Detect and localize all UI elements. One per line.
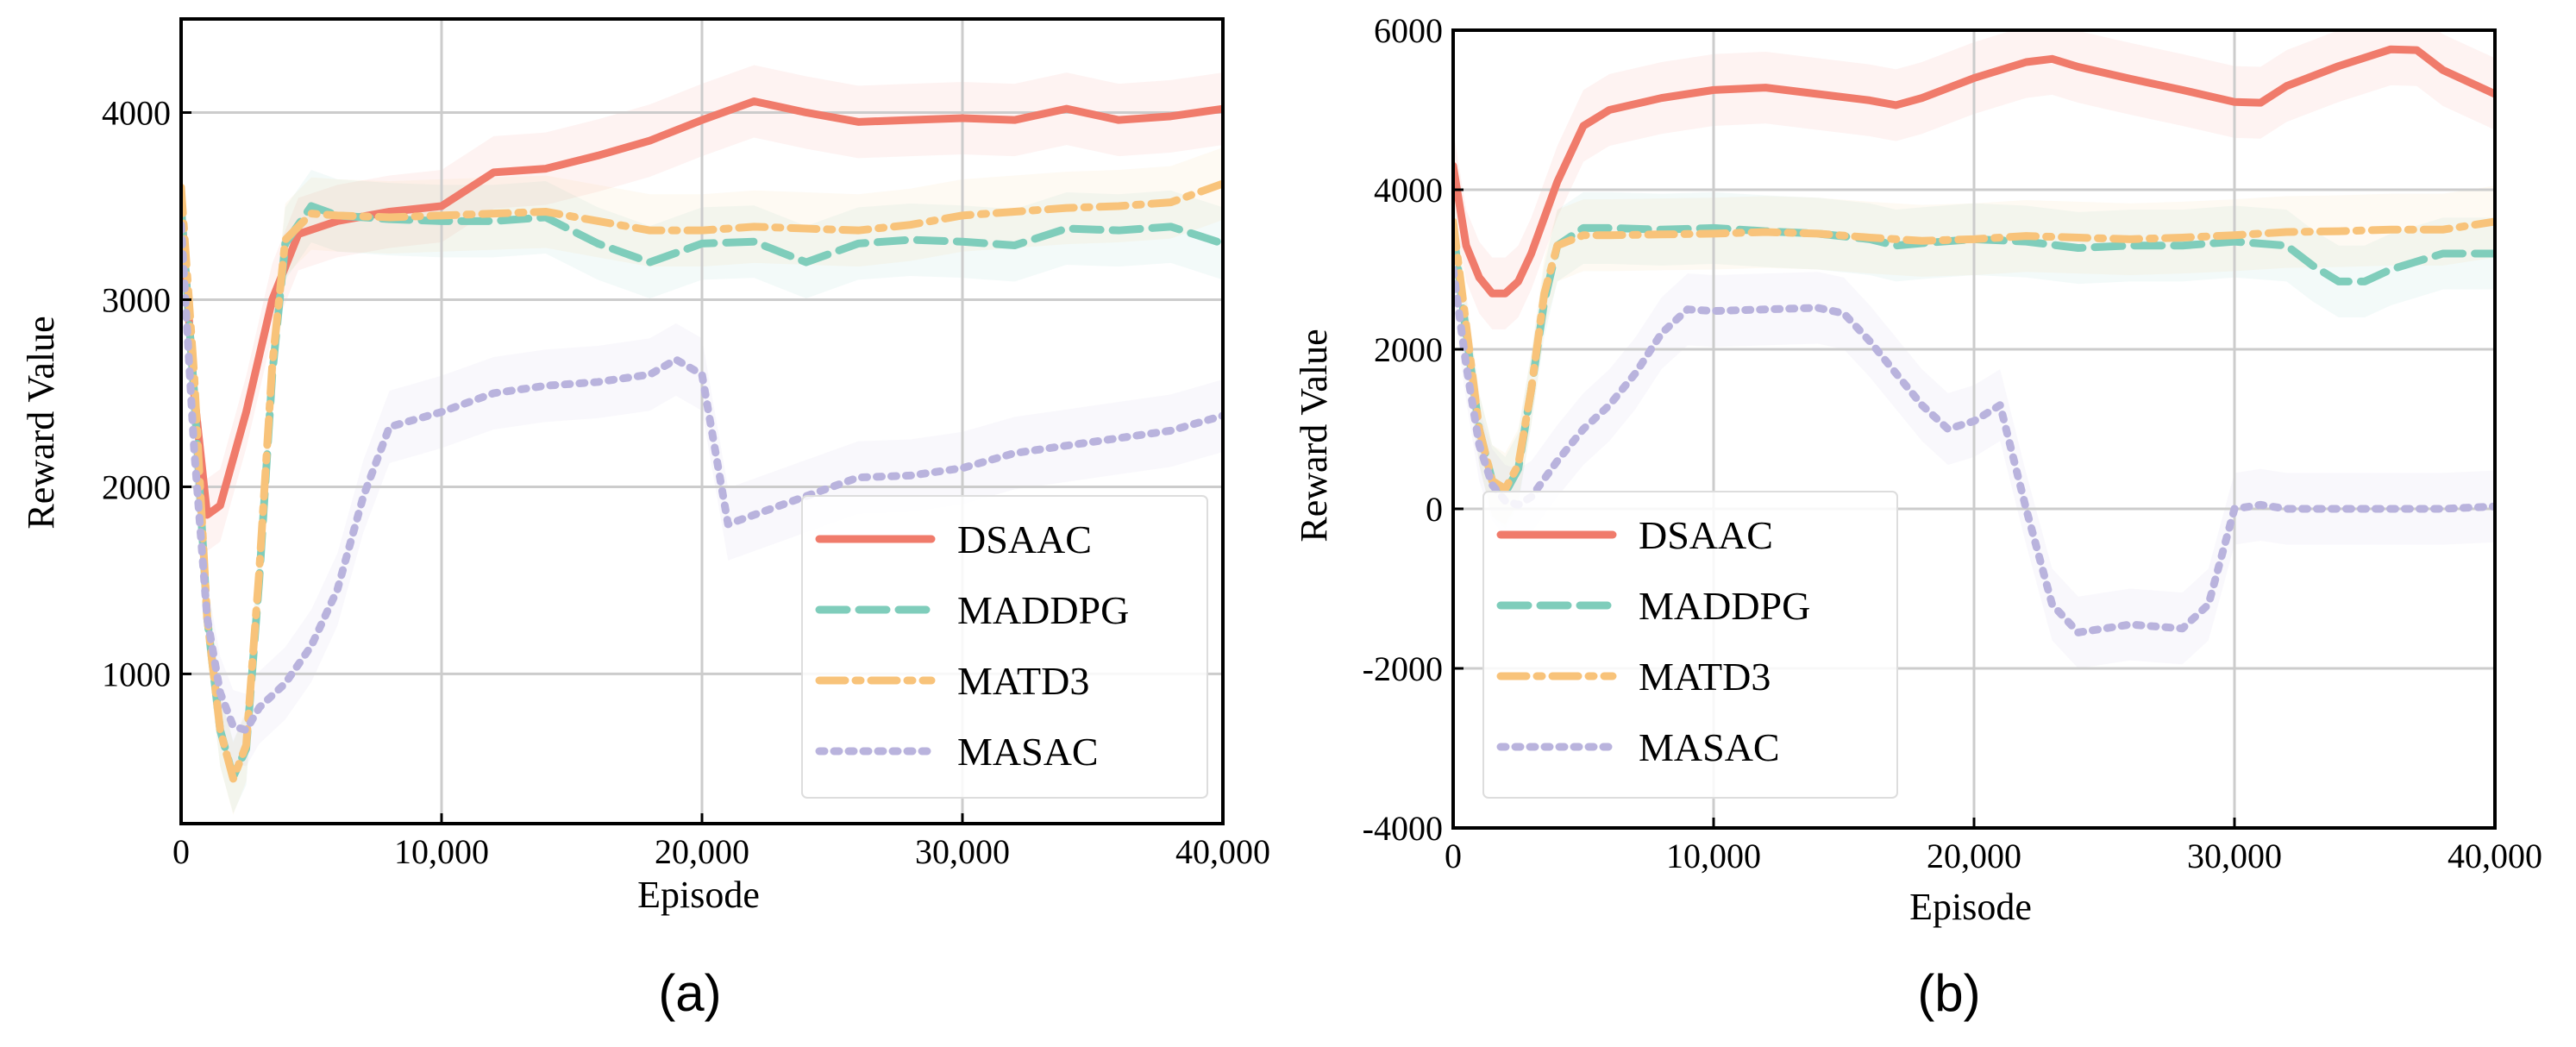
series-line-masac	[181, 221, 1223, 735]
legend-label-maddpg: MADDPG	[957, 588, 1129, 632]
x-tick-label: 10,000	[394, 832, 489, 871]
series-line-matd3	[1453, 217, 2495, 493]
legend-box	[801, 495, 1208, 799]
panel-caption-b: (b)	[1917, 964, 1980, 1022]
series-line-maddpg	[181, 202, 1223, 781]
panel-caption-a: (a)	[658, 964, 721, 1022]
x-axis-title: Episode	[1909, 886, 2032, 928]
chart-panel-b: 0 10,000 20,000 30,000 40,000 -4000 -2000 0 2000…	[1293, 11, 2542, 1022]
series-line-dsaac	[181, 97, 1223, 519]
y-tick-label: 4000	[102, 93, 171, 132]
series-line-dsaac	[1453, 45, 2495, 298]
legend-label-masac: MASAC	[1639, 725, 1780, 769]
x-tick-label: 0	[172, 832, 190, 871]
legend-label-dsaac: DSAAC	[1639, 513, 1773, 557]
x-tick-label: 10,000	[1666, 837, 1761, 875]
x-tick-label: 40,000	[1175, 832, 1270, 871]
y-tick-label: -2000	[1363, 649, 1443, 688]
legend-label-matd3: MATD3	[1639, 655, 1771, 699]
y-tick-label: 2000	[1374, 330, 1443, 369]
x-tick-label: 30,000	[915, 832, 1010, 871]
y-tick-label: 3000	[102, 280, 171, 319]
legend-label-masac: MASAC	[957, 730, 1099, 774]
series-band-masac	[181, 188, 1223, 767]
legend-box	[1482, 491, 1898, 799]
x-tick-label: 0	[1445, 837, 1462, 875]
y-tick-label: 1000	[102, 655, 171, 693]
legend-label-matd3: MATD3	[957, 659, 1089, 703]
y-axis-title: Reward Value	[1293, 329, 1335, 542]
x-tick-label: 20,000	[655, 832, 749, 871]
legend-label-dsaac: DSAAC	[957, 517, 1092, 561]
y-tick-label: 4000	[1374, 171, 1443, 210]
y-tick-label: 2000	[102, 467, 171, 506]
series-line-matd3	[181, 179, 1223, 783]
y-axis-title: Reward Value	[20, 316, 62, 529]
chart-panel-a: 0 10,000 20,000 30,000 40,000 1000 2000 3000 400…	[20, 17, 1270, 1022]
legend-label-maddpg: MADDPG	[1639, 584, 1810, 628]
x-tick-label: 30,000	[2187, 837, 2282, 875]
x-tick-label: 40,000	[2448, 837, 2542, 875]
y-tick-label: -4000	[1363, 809, 1443, 848]
series-band-matd3	[181, 147, 1223, 815]
x-tick-label: 20,000	[1927, 837, 2021, 875]
x-axis-title: Episode	[637, 874, 760, 916]
y-tick-label: 0	[1426, 490, 1443, 529]
y-tick-label: 6000	[1374, 11, 1443, 50]
